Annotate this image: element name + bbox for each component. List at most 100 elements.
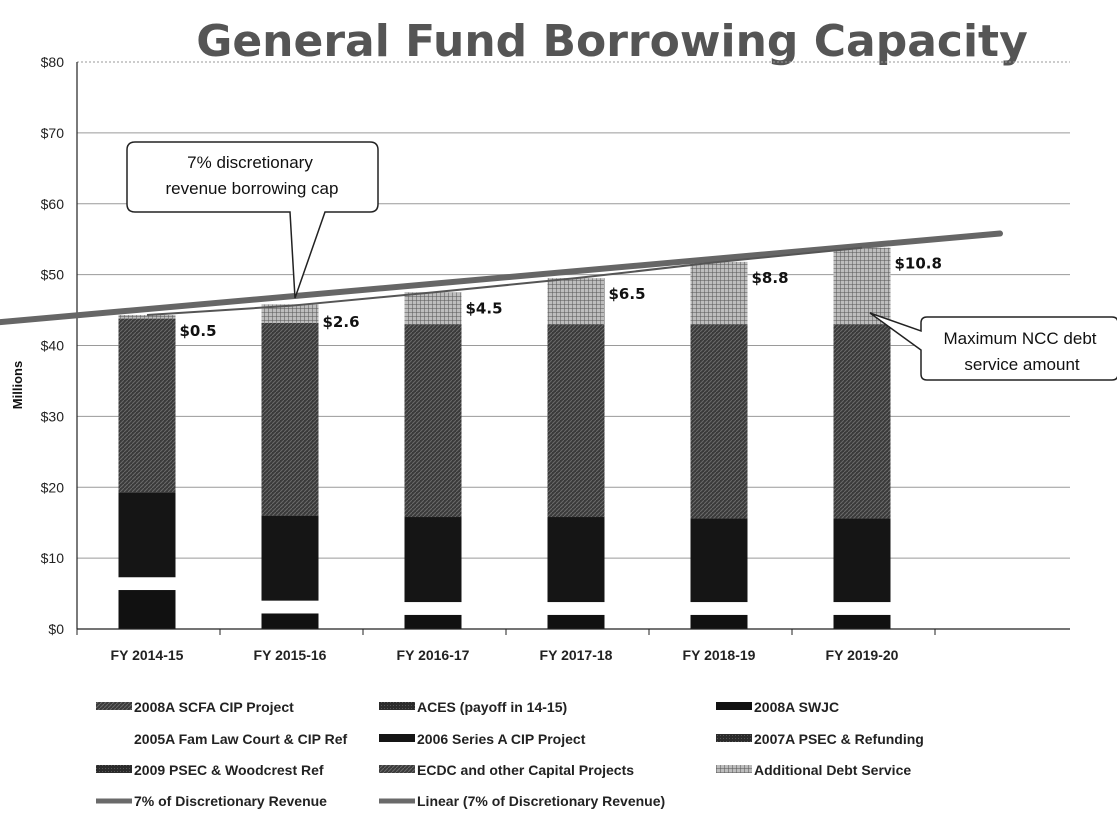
legend-item: 2008A SWJC <box>716 699 839 715</box>
legend-item: Additional Debt Service <box>716 762 911 778</box>
legend-label: 7% of Discretionary Revenue <box>134 793 327 809</box>
legend-label: 2009 PSEC & Woodcrest Ref <box>134 762 324 778</box>
data-label: $2.6 <box>323 313 360 331</box>
callout-cap-line1: 7% discretionary <box>187 153 313 172</box>
legend-item: ECDC and other Capital Projects <box>379 762 634 778</box>
legend-item: 2008A SCFA CIP Project <box>96 699 294 715</box>
bar-segment <box>833 247 891 325</box>
legend-label: 2008A SCFA CIP Project <box>134 699 294 715</box>
x-tick-label: FY 2018-19 <box>683 647 756 663</box>
bar-segment <box>547 324 605 518</box>
bar-segment <box>547 517 605 603</box>
x-tick-label: FY 2016-17 <box>397 647 470 663</box>
bars <box>118 247 891 629</box>
x-tick-label: FY 2014-15 <box>111 647 184 663</box>
legend-swatch <box>379 702 415 710</box>
bar-segment <box>547 602 605 615</box>
y-tick-label: $10 <box>41 550 65 566</box>
legend-label: 2005A Fam Law Court & CIP Ref <box>134 731 348 747</box>
data-label: $0.5 <box>180 322 217 340</box>
callout-ncc-box <box>869 312 1117 381</box>
y-tick-label: $50 <box>41 267 65 283</box>
data-label: $6.5 <box>609 285 646 303</box>
callout-cap: 7% discretionary revenue borrowing cap <box>126 141 379 299</box>
legend-item: ACES (payoff in 14-15) <box>379 699 567 715</box>
bar-segment <box>833 602 891 615</box>
legend-label: ACES (payoff in 14-15) <box>417 699 567 715</box>
trend-line <box>0 230 1003 326</box>
data-label: $10.8 <box>895 255 942 273</box>
bar-segment <box>690 602 748 615</box>
y-tick-label: $30 <box>41 408 65 424</box>
bar-segment <box>261 515 319 601</box>
legend-swatch <box>716 734 752 742</box>
chart-title: General Fund Borrowing Capacity <box>196 16 1028 67</box>
callout-cap-line2: revenue borrowing cap <box>166 179 339 198</box>
legend-swatch <box>716 702 752 710</box>
legend-item: 2005A Fam Law Court & CIP Ref <box>134 731 348 747</box>
bar-segment <box>690 518 748 603</box>
y-tick-label: $70 <box>41 125 65 141</box>
legend-item: 2009 PSEC & Woodcrest Ref <box>96 762 324 778</box>
y-axis: $0 $10 $20 $30 $40 $50 $60 $70 $80 <box>41 54 78 637</box>
bar-segment <box>547 278 605 325</box>
bar-segment <box>261 613 319 629</box>
bar-segment <box>261 600 319 614</box>
bar-segment <box>404 517 462 603</box>
bar-segment <box>404 324 462 518</box>
bar-segment <box>833 518 891 603</box>
bar-segment <box>261 322 319 516</box>
callout-ncc-line2: service amount <box>964 355 1080 374</box>
legend-label: Linear (7% of Discretionary Revenue) <box>417 793 665 809</box>
bar-segment <box>833 614 891 629</box>
x-tick-label: FY 2015-16 <box>254 647 327 663</box>
y-tick-label: $20 <box>41 479 65 495</box>
bar-segment <box>547 614 605 629</box>
legend-item: 2007A PSEC & Refunding <box>716 731 924 747</box>
bar-segment <box>690 324 748 519</box>
data-label: $8.8 <box>752 269 789 287</box>
cap-line <box>0 230 1003 326</box>
bar-segment <box>261 304 319 323</box>
bar-segment <box>404 614 462 629</box>
legend-label: Additional Debt Service <box>754 762 911 778</box>
bar-segment <box>833 324 891 519</box>
legend-swatch <box>96 765 132 773</box>
y-axis-label: Millions <box>10 361 25 409</box>
legend-label: 2006 Series A CIP Project <box>417 731 586 747</box>
legend-swatch <box>96 702 132 710</box>
y-tick-label: $0 <box>48 621 64 637</box>
legend-swatch <box>379 734 415 742</box>
legend: 2008A SCFA CIP Project ACES (payoff in 14… <box>96 699 924 809</box>
x-axis: FY 2014-15 FY 2015-16 FY 2016-17 FY 2017-18… <box>76 628 1070 663</box>
discretionary-line <box>146 246 863 317</box>
callout-ncc: Maximum NCC debt service amount <box>869 312 1117 381</box>
bar-segment <box>118 315 176 319</box>
y-tick-label: $60 <box>41 196 65 212</box>
x-tick-label: FY 2017-18 <box>540 647 613 663</box>
bar-segment <box>118 590 176 629</box>
callout-ncc-line1: Maximum NCC debt <box>943 329 1096 348</box>
legend-label: 2007A PSEC & Refunding <box>754 731 924 747</box>
y-tick-label: $40 <box>41 338 65 354</box>
legend-item: 7% of Discretionary Revenue <box>96 793 327 809</box>
y-tick-label: $80 <box>41 54 65 70</box>
legend-item: Linear (7% of Discretionary Revenue) <box>379 793 665 809</box>
bar-segment <box>690 261 748 325</box>
legend-label: 2008A SWJC <box>754 699 839 715</box>
legend-item: 2006 Series A CIP Project <box>379 731 586 747</box>
bar-segment <box>118 318 176 493</box>
legend-swatch <box>379 765 415 773</box>
bar-segment <box>404 292 462 325</box>
bar-segment <box>404 602 462 615</box>
bar-segment <box>690 614 748 629</box>
bar-segment <box>118 577 176 591</box>
legend-label: ECDC and other Capital Projects <box>417 762 634 778</box>
bar-segment <box>118 492 176 578</box>
data-labels: $0.5 $2.6 $4.5 $6.5 $8.8 $10.8 <box>180 255 942 340</box>
legend-swatch <box>716 765 752 773</box>
x-tick-label: FY 2019-20 <box>826 647 899 663</box>
callout-cap-box <box>126 141 379 299</box>
data-label: $4.5 <box>466 299 503 317</box>
